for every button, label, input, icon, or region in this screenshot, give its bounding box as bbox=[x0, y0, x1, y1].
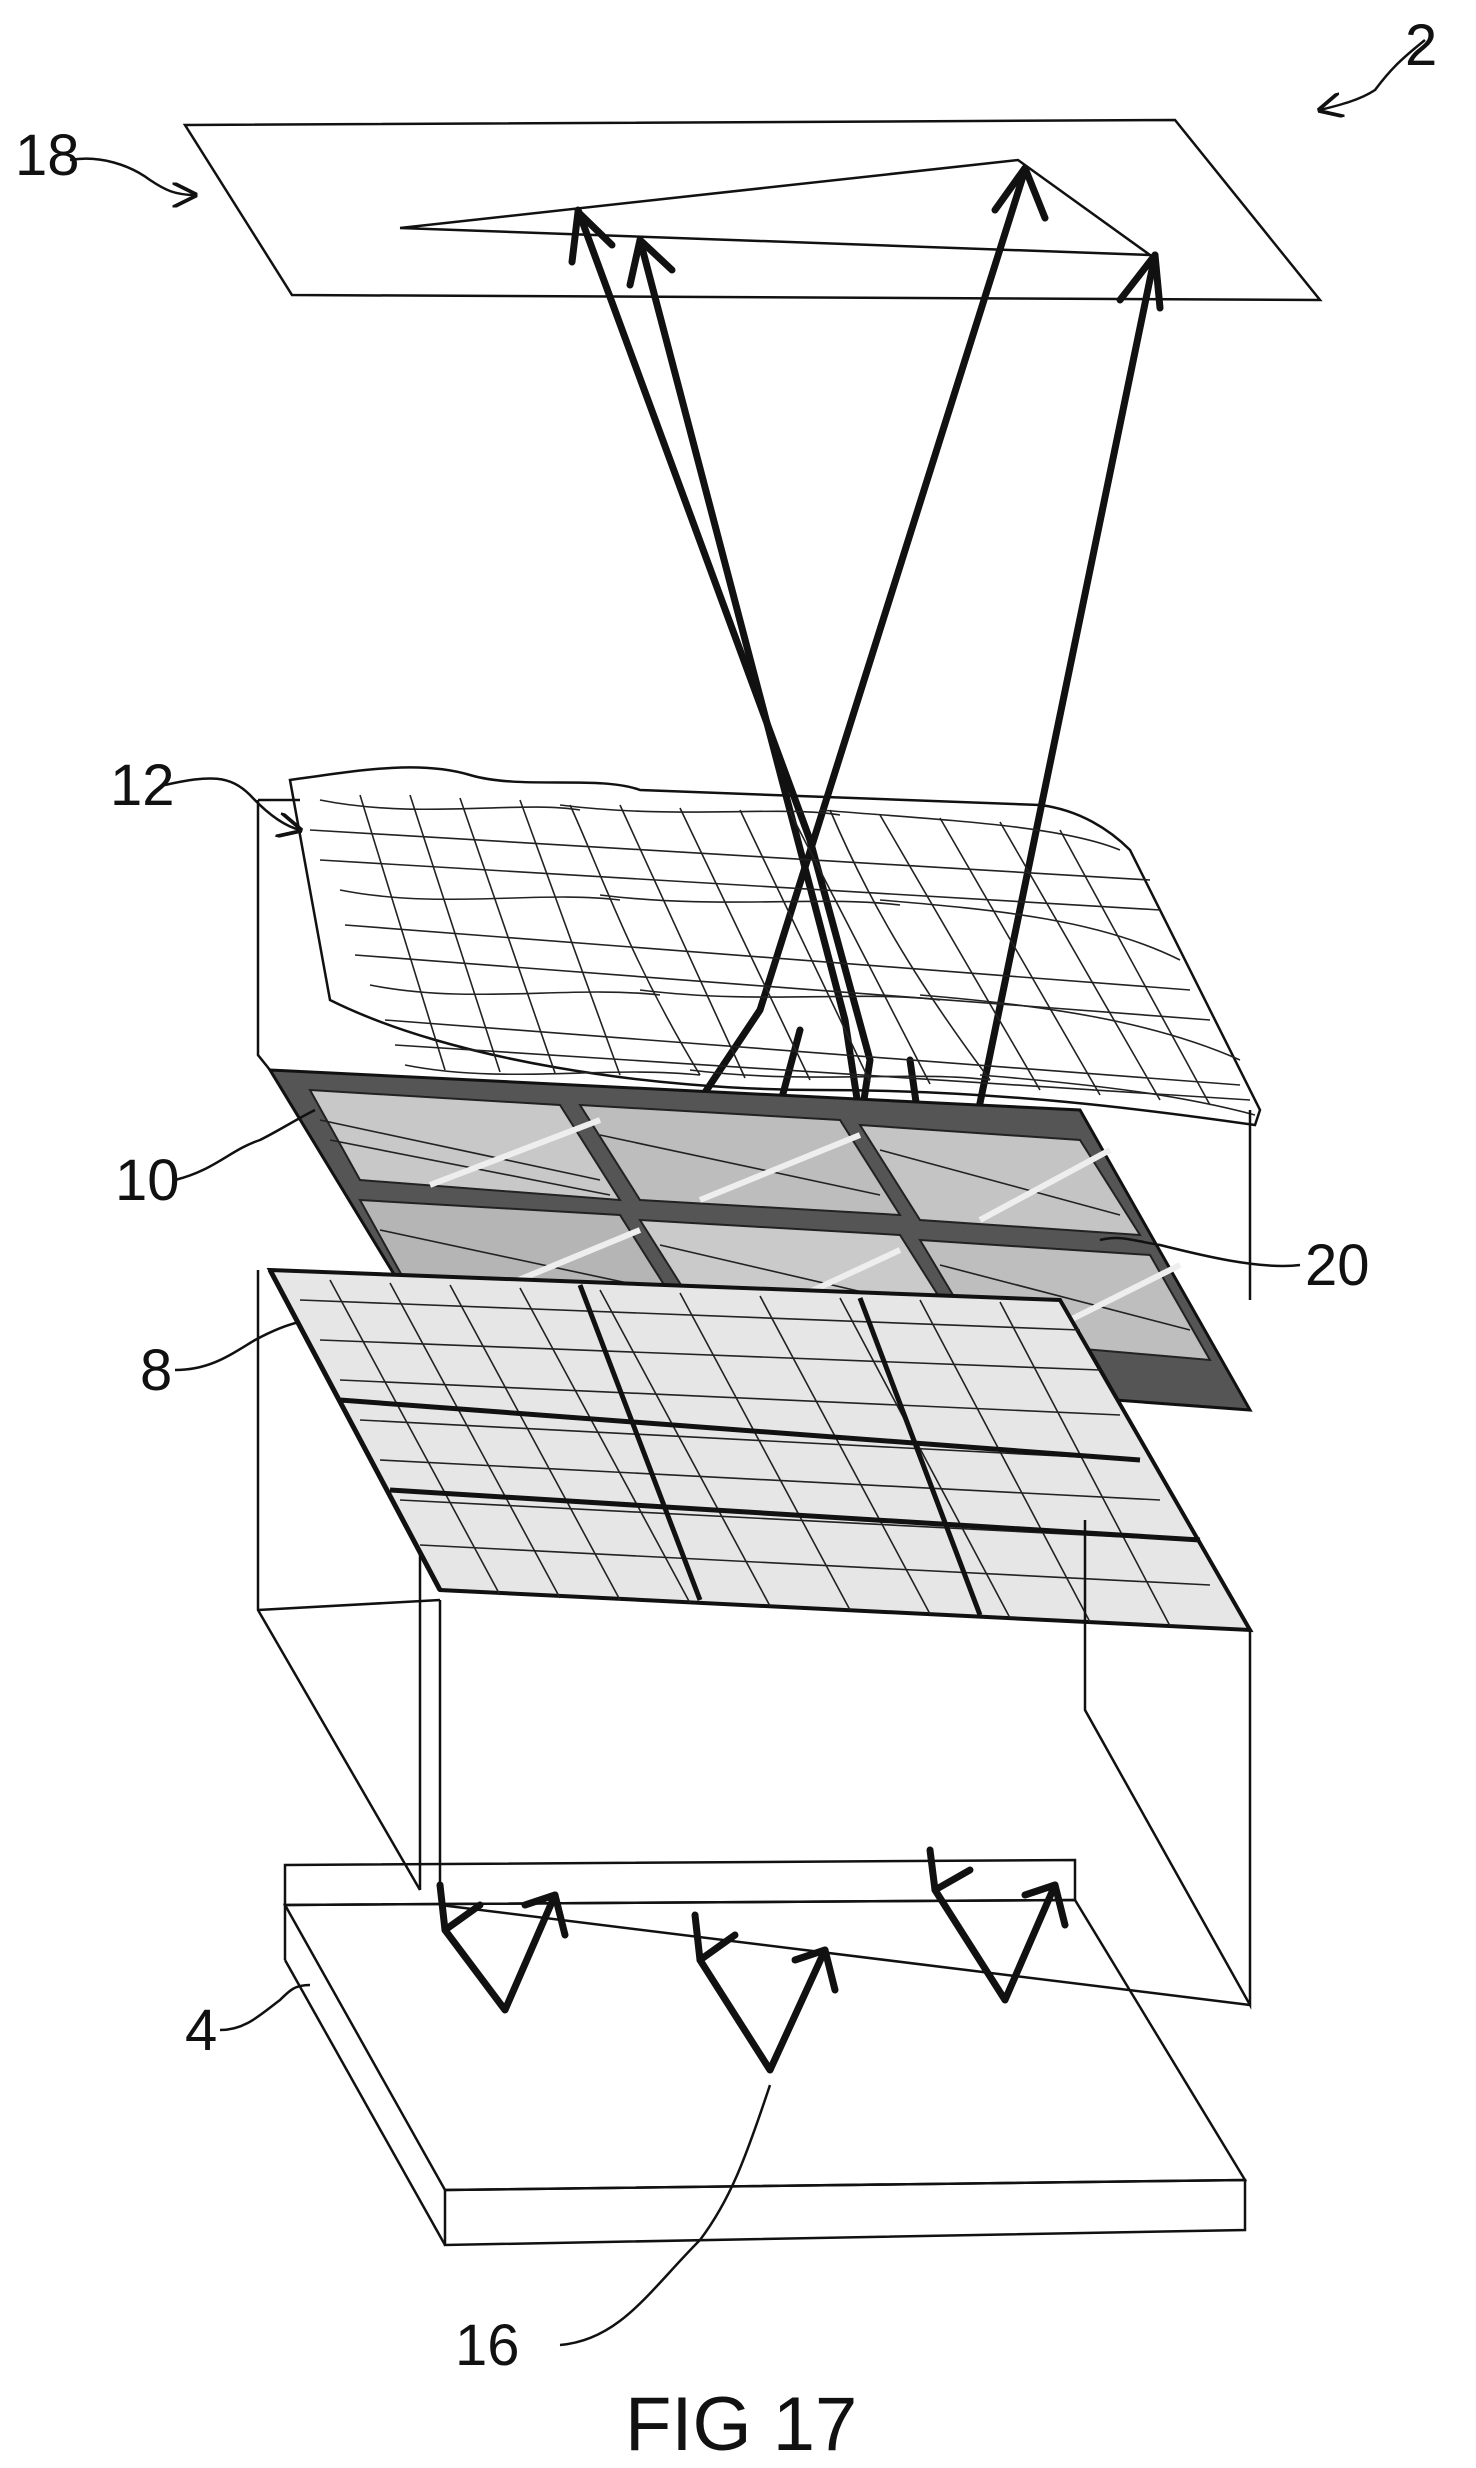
label-device: 2 bbox=[1405, 13, 1437, 78]
label-lens-array: 12 bbox=[110, 753, 175, 818]
emitters bbox=[440, 1850, 1065, 2070]
label-layer-20: 20 bbox=[1305, 1233, 1370, 1298]
emitter bbox=[930, 1850, 1065, 2000]
lens-array bbox=[290, 767, 1260, 1125]
label-emitters: 16 bbox=[455, 2313, 520, 2378]
label-layer-8: 8 bbox=[140, 1338, 172, 1403]
label-layer-10: 10 bbox=[115, 1148, 180, 1213]
base-plate bbox=[285, 1860, 1245, 2245]
figure-caption: FIG 17 bbox=[625, 2382, 857, 2467]
label-image-plane: 18 bbox=[15, 123, 80, 188]
label-base: 4 bbox=[185, 1998, 217, 2063]
